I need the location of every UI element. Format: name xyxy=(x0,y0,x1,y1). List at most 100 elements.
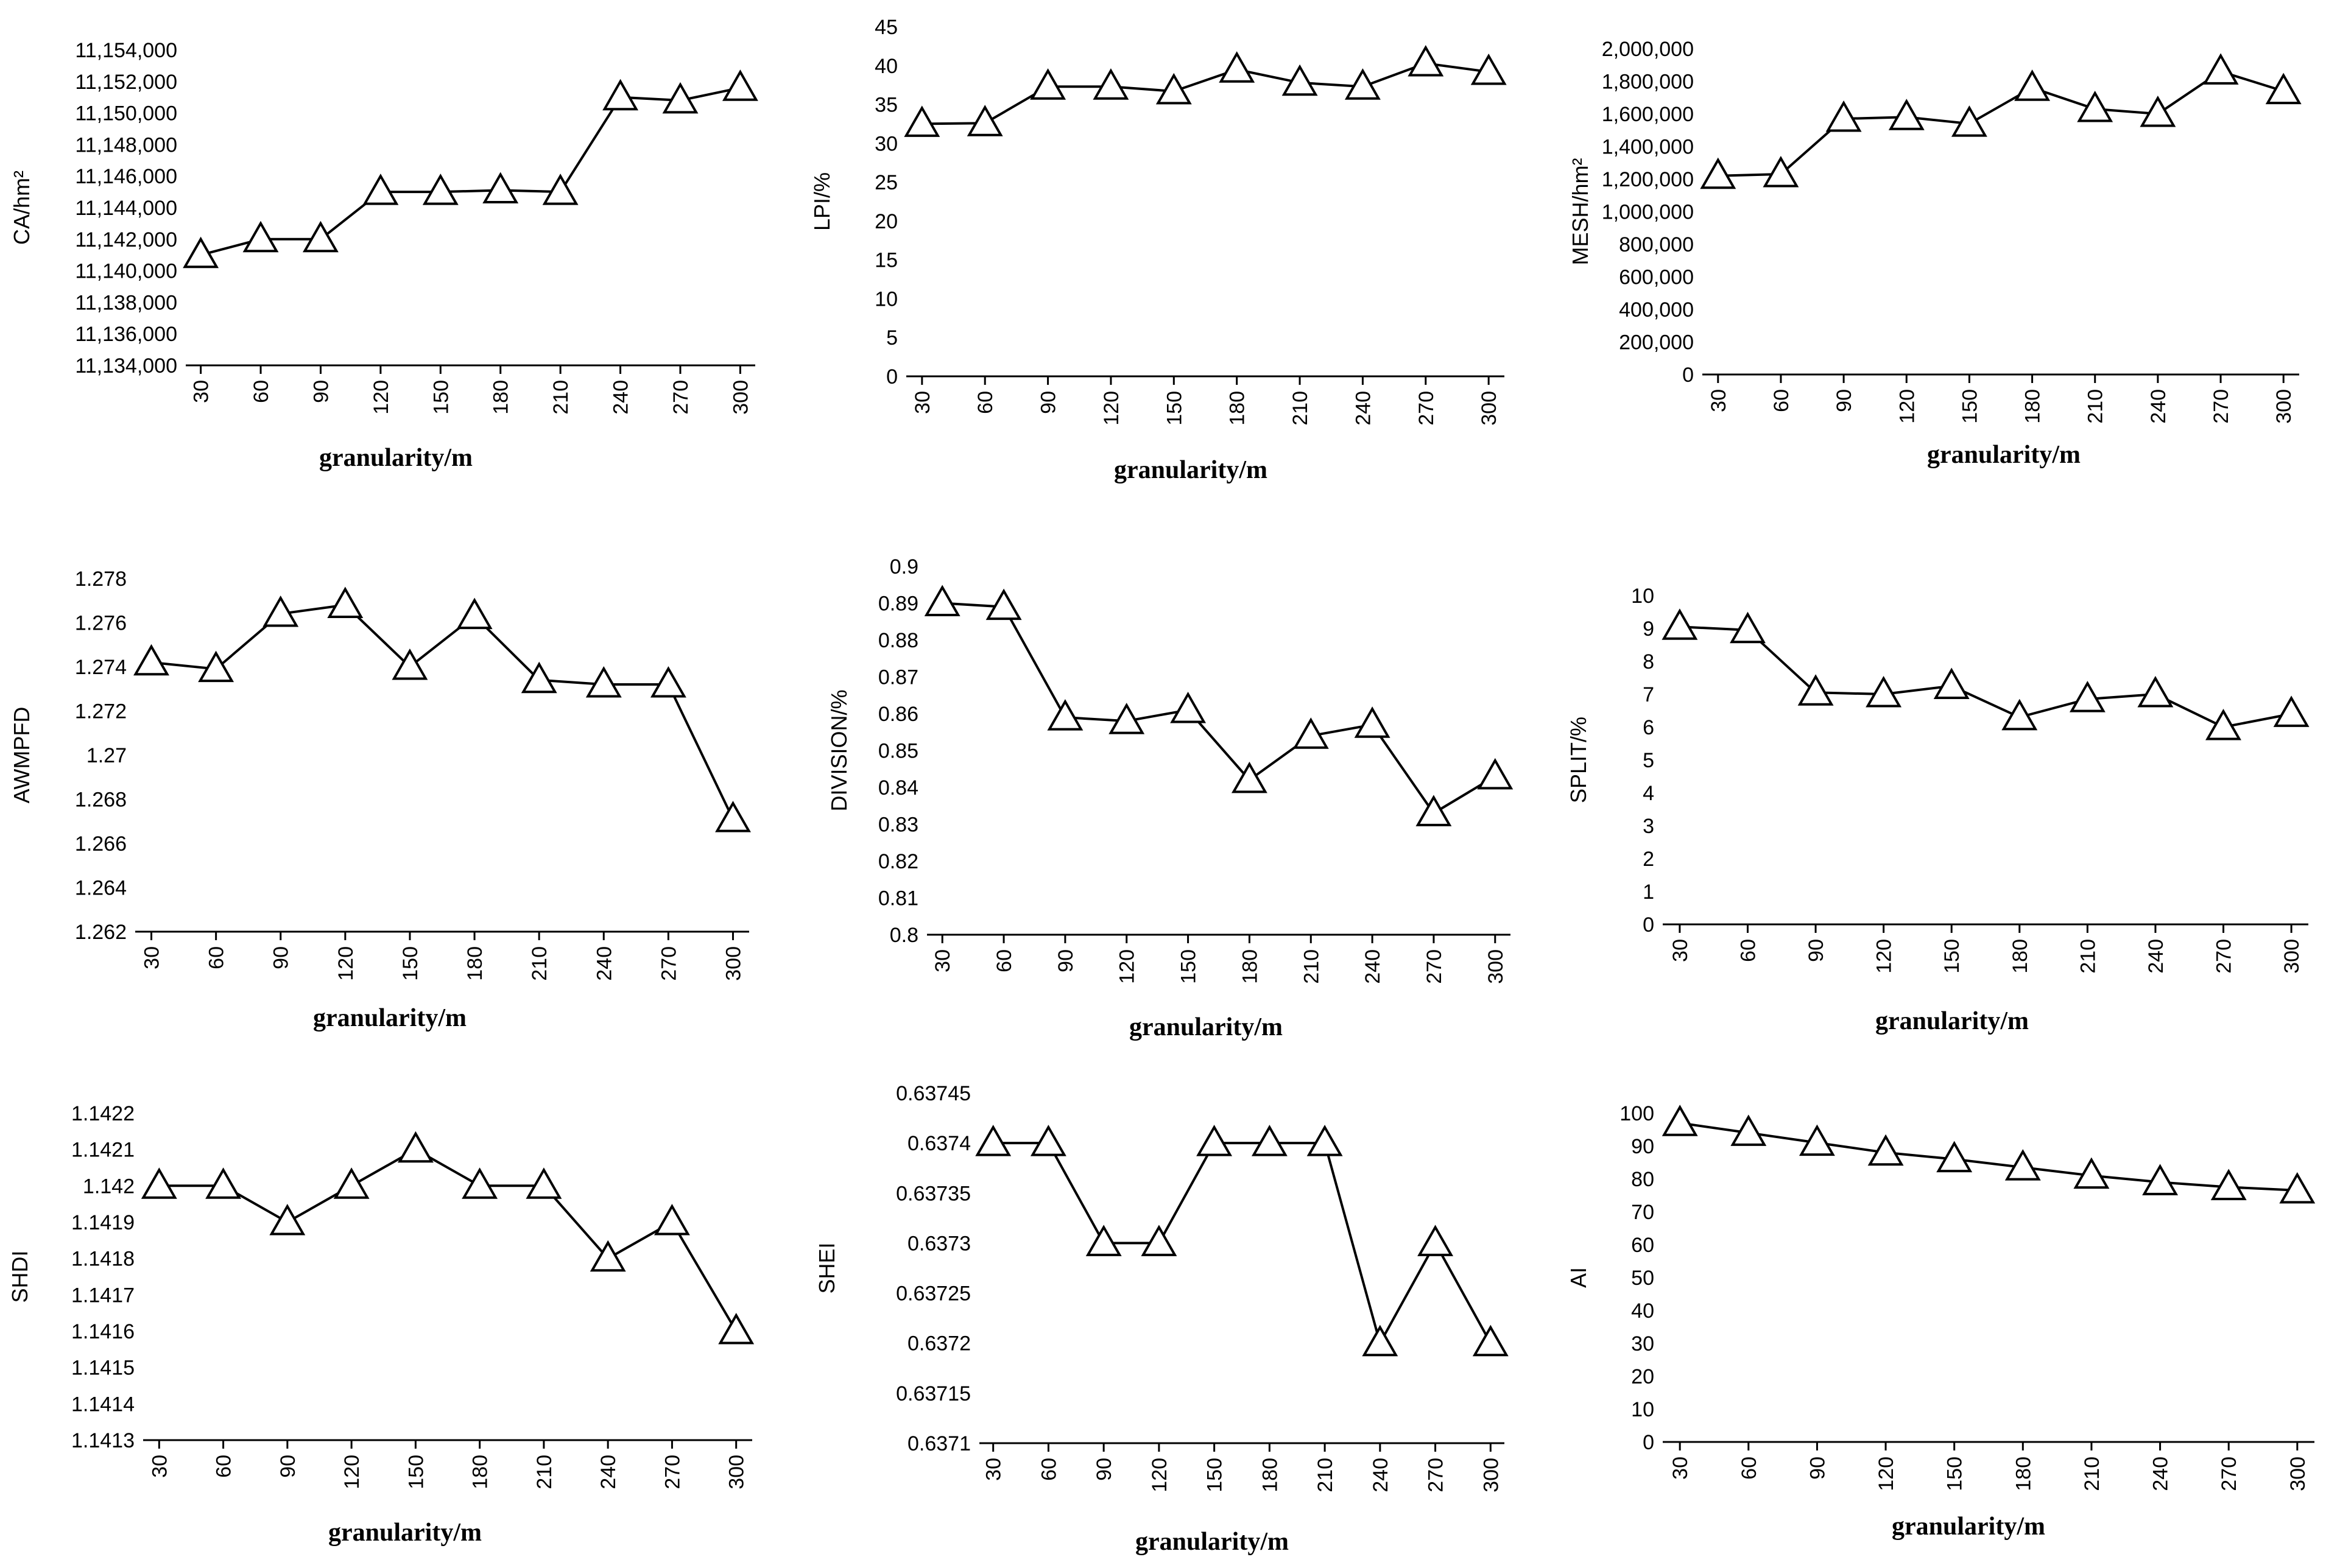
x-tick-label: 150 xyxy=(1163,391,1186,426)
data-point-shei xyxy=(1306,1125,1343,1156)
y-tick-label: 35 xyxy=(875,94,898,117)
y-tick-label: 6 xyxy=(1643,716,1654,739)
y-tick-label: 0.84 xyxy=(878,776,918,800)
data-point-ai xyxy=(2073,1157,2110,1189)
data-point-ai xyxy=(1730,1114,1767,1146)
series-line-ai xyxy=(1679,1122,2297,1192)
x-axis-label: granularity/m xyxy=(1927,441,2081,469)
y-tick-label: 0.85 xyxy=(878,740,918,763)
x-tick-label: 30 xyxy=(931,949,954,972)
x-axis-label: granularity/m xyxy=(319,444,473,472)
data-point-split xyxy=(2137,675,2174,708)
data-point-ca xyxy=(602,79,639,111)
data-point-awmpfd xyxy=(456,597,493,630)
x-tick-label: 90 xyxy=(1805,939,1828,962)
x-tick-label: 30 xyxy=(148,1455,171,1478)
y-tick-label: 0.89 xyxy=(878,592,918,616)
y-tick-label: 25 xyxy=(875,171,898,194)
x-tick-label: 180 xyxy=(1258,1458,1281,1492)
y-tick-label: 5 xyxy=(886,326,898,350)
y-tick-label: 11,142,000 xyxy=(75,228,177,251)
data-point-shei xyxy=(1030,1125,1066,1156)
chart-panel-ca: 11,134,000 11,136,000 11,138,000 11,140,000… xyxy=(9,39,758,472)
x-tick-label: 30 xyxy=(1707,389,1730,412)
y-tick-label: 8 xyxy=(1643,650,1654,673)
y-tick-label: 40 xyxy=(875,55,898,78)
data-point-mesh xyxy=(1951,105,1987,137)
x-tick-label: 210 xyxy=(1314,1458,1337,1492)
y-tick-label: 0 xyxy=(886,365,898,388)
y-tick-label: 11,136,000 xyxy=(75,323,177,346)
y-tick-label: 11,134,000 xyxy=(75,354,177,378)
data-point-awmpfd xyxy=(585,666,622,698)
x-tick-label: 120 xyxy=(1116,949,1139,984)
y-tick-label: 200,000 xyxy=(1619,331,1694,354)
x-tick-label: 90 xyxy=(309,380,333,403)
y-tick-label: 11,146,000 xyxy=(75,165,177,188)
x-tick-label: 30 xyxy=(190,380,213,403)
data-point-ca xyxy=(422,174,459,205)
x-tick-label: 210 xyxy=(528,946,551,981)
x-tick-label: 150 xyxy=(1177,949,1200,984)
x-tick-label: 240 xyxy=(1369,1458,1392,1492)
data-point-division xyxy=(924,585,960,616)
data-point-shdi xyxy=(654,1203,690,1236)
x-tick-label: 300 xyxy=(1478,391,1501,426)
chart-panel-shei: 0.6371 0.63715 0.6372 0.63725 0.6373 0.63735 0… xyxy=(814,1082,1509,1556)
x-tick-label: 270 xyxy=(661,1455,684,1489)
y-tick-label: 90 xyxy=(1631,1135,1654,1158)
series-line-split xyxy=(1679,625,2292,729)
data-point-lpi xyxy=(1281,64,1318,96)
data-point-ai xyxy=(2142,1164,2179,1195)
chart-panel-lpi: 0 5 10 15 20 25 30 35 40 45 30 60 90 120 150 180 210 240 2… xyxy=(809,16,1507,484)
y-tick-label: 10 xyxy=(875,287,898,311)
x-tick-label: 30 xyxy=(141,946,164,969)
data-point-ai xyxy=(1799,1124,1835,1156)
y-tick-label: 100 xyxy=(1619,1102,1654,1125)
data-point-shei xyxy=(1085,1225,1122,1256)
y-tick-label: 1,800,000 xyxy=(1602,71,1694,94)
y-tick-label: 1,000,000 xyxy=(1602,201,1694,224)
y-tick-label: 1.272 xyxy=(75,700,127,723)
y-tick-label: 15 xyxy=(875,249,898,272)
data-point-mesh xyxy=(1888,99,1925,130)
series-line-division xyxy=(942,602,1496,815)
y-tick-label: 11,154,000 xyxy=(75,39,177,62)
data-point-division xyxy=(1415,795,1452,826)
x-tick-label: 60 xyxy=(1738,1457,1761,1480)
x-tick-label: 210 xyxy=(2076,939,2099,974)
y-tick-label: 0.63745 xyxy=(896,1082,971,1105)
y-tick-label: 1.1419 xyxy=(71,1211,135,1234)
data-point-lpi xyxy=(1219,51,1255,83)
x-axis-label: granularity/m xyxy=(1892,1513,2045,1541)
y-tick-label: 1.262 xyxy=(75,921,127,944)
x-tick-label: 240 xyxy=(2147,389,2170,424)
data-point-ai xyxy=(2004,1149,2041,1181)
y-tick-label: 0 xyxy=(1643,913,1654,937)
chart-panel-division: 0.8 0.81 0.82 0.83 0.84 0.85 0.86 0.87 0.88 0.89 0… xyxy=(826,555,1514,1041)
data-point-shei xyxy=(1362,1324,1398,1357)
y-axis-label: SHDI xyxy=(7,1250,32,1303)
y-tick-label: 0.6372 xyxy=(907,1332,971,1355)
y-tick-label: 7 xyxy=(1643,683,1654,706)
data-point-ai xyxy=(1662,1105,1698,1136)
x-tick-label: 180 xyxy=(2012,1457,2035,1491)
data-point-lpi xyxy=(967,105,1003,136)
y-tick-label: 400,000 xyxy=(1619,298,1694,322)
x-tick-label: 60 xyxy=(1736,939,1760,962)
y-axis-label: SPLIT/% xyxy=(1566,717,1591,803)
data-point-mesh xyxy=(1763,155,1799,188)
y-tick-label: 1.27 xyxy=(86,744,127,767)
y-tick-label: 0.88 xyxy=(878,629,918,652)
data-point-mesh xyxy=(2265,72,2302,105)
y-tick-label: 11,138,000 xyxy=(75,291,177,314)
data-point-awmpfd xyxy=(521,661,557,694)
x-tick-label: 180 xyxy=(469,1455,492,1489)
x-tick-label: 90 xyxy=(270,946,293,969)
x-tick-label: 300 xyxy=(1484,949,1507,984)
data-point-shei xyxy=(1417,1225,1454,1256)
data-point-ai xyxy=(1867,1134,1904,1166)
x-axis-label: granularity/m xyxy=(1875,1007,2029,1035)
chart-panel-split: 0 1 2 3 4 5 6 7 8 9 10 30 60 90 120 150 180 210 240 270 300 S… xyxy=(1566,585,2310,1035)
x-tick-label: 30 xyxy=(982,1458,1006,1481)
